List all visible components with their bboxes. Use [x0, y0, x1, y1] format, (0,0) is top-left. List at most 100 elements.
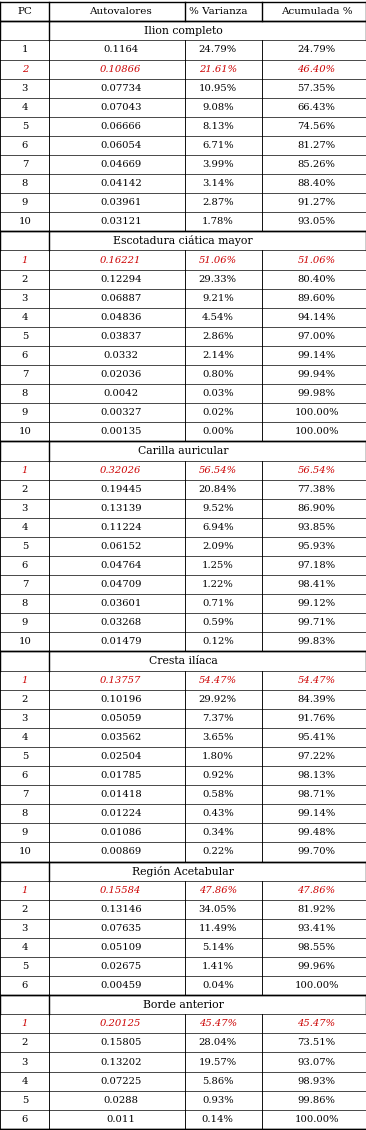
Text: 9: 9	[22, 408, 28, 417]
Text: 100.00%: 100.00%	[294, 408, 339, 417]
Text: 8: 8	[22, 180, 28, 189]
Text: 84.39%: 84.39%	[298, 695, 336, 704]
Text: 0.15805: 0.15805	[100, 1038, 142, 1048]
Text: 98.71%: 98.71%	[298, 790, 336, 799]
Text: 97.22%: 97.22%	[298, 753, 336, 760]
Text: 0.02%: 0.02%	[202, 408, 234, 417]
Text: 0.10866: 0.10866	[100, 64, 142, 73]
Text: 0.12294: 0.12294	[100, 275, 142, 284]
Text: 8: 8	[22, 809, 28, 818]
Text: 99.83%: 99.83%	[298, 637, 336, 646]
Text: 29.33%: 29.33%	[199, 275, 237, 284]
Text: 98.93%: 98.93%	[298, 1077, 336, 1086]
Text: 0.03%: 0.03%	[202, 389, 234, 398]
Text: Región Acetabular: Región Acetabular	[132, 866, 234, 877]
Text: 2.87%: 2.87%	[202, 198, 234, 207]
Text: 0.0332: 0.0332	[103, 351, 138, 360]
Text: 51.06%: 51.06%	[199, 255, 237, 264]
Text: Ilion completo: Ilion completo	[143, 26, 223, 36]
Text: 47.86%: 47.86%	[298, 886, 336, 895]
Text: 4: 4	[22, 733, 28, 742]
Text: 11.49%: 11.49%	[199, 924, 237, 933]
Text: 5: 5	[22, 1096, 28, 1105]
Text: 0.00869: 0.00869	[100, 848, 141, 857]
Text: 5: 5	[22, 753, 28, 760]
Text: 0.22%: 0.22%	[202, 848, 234, 857]
Text: 2: 2	[22, 1038, 28, 1048]
Text: 100.00%: 100.00%	[294, 427, 339, 436]
Text: 77.38%: 77.38%	[298, 485, 336, 494]
Text: 8.13%: 8.13%	[202, 122, 234, 131]
Text: 5: 5	[22, 332, 28, 341]
Text: 94.14%: 94.14%	[298, 313, 336, 322]
Text: 7: 7	[22, 371, 28, 379]
Text: 0.03601: 0.03601	[100, 599, 142, 608]
Text: 88.40%: 88.40%	[298, 180, 336, 189]
Text: 1: 1	[22, 466, 28, 475]
Text: Acumulada %: Acumulada %	[281, 7, 352, 16]
Text: 1: 1	[22, 1019, 28, 1028]
Text: 80.40%: 80.40%	[298, 275, 336, 284]
Text: 4: 4	[22, 103, 28, 112]
Text: 4: 4	[22, 942, 28, 951]
Text: 54.47%: 54.47%	[199, 676, 237, 685]
Text: 98.13%: 98.13%	[298, 771, 336, 780]
Text: 0.03268: 0.03268	[100, 618, 141, 627]
Text: 0.14%: 0.14%	[202, 1115, 234, 1124]
Text: 5: 5	[22, 962, 28, 971]
Text: 4: 4	[22, 313, 28, 322]
Text: 91.76%: 91.76%	[298, 714, 336, 723]
Text: 99.96%: 99.96%	[298, 962, 336, 971]
Text: 7: 7	[22, 580, 28, 589]
Text: 28.04%: 28.04%	[199, 1038, 237, 1048]
Text: 8: 8	[22, 599, 28, 608]
Text: 99.71%: 99.71%	[298, 618, 336, 627]
Text: 99.48%: 99.48%	[298, 828, 336, 837]
Text: 2: 2	[22, 695, 28, 704]
Text: 7: 7	[22, 790, 28, 799]
Text: % Varianza: % Varianza	[188, 7, 247, 16]
Text: 6: 6	[22, 562, 28, 570]
Text: 0.00135: 0.00135	[100, 427, 142, 436]
Text: 0.04142: 0.04142	[100, 180, 142, 189]
Text: 3.99%: 3.99%	[202, 160, 234, 170]
Text: 0.01086: 0.01086	[100, 828, 142, 837]
Text: 0.05059: 0.05059	[100, 714, 142, 723]
Text: 3: 3	[22, 84, 28, 93]
Text: 6: 6	[22, 981, 28, 990]
Text: 3: 3	[22, 924, 28, 933]
Text: 5.14%: 5.14%	[202, 942, 234, 951]
Text: 100.00%: 100.00%	[294, 1115, 339, 1124]
Text: 0.07043: 0.07043	[100, 103, 142, 112]
Text: 0.01479: 0.01479	[100, 637, 142, 646]
Text: 9: 9	[22, 198, 28, 207]
Text: 0.0288: 0.0288	[103, 1096, 138, 1105]
Text: 0.13757: 0.13757	[100, 676, 142, 685]
Text: 8: 8	[22, 389, 28, 398]
Text: 47.86%: 47.86%	[199, 886, 237, 895]
Text: 2.09%: 2.09%	[202, 542, 234, 551]
Text: 0.07734: 0.07734	[100, 84, 142, 93]
Text: 0.02504: 0.02504	[100, 753, 142, 760]
Text: 93.85%: 93.85%	[298, 523, 336, 532]
Text: 0.06054: 0.06054	[100, 141, 142, 150]
Text: 0.03961: 0.03961	[100, 198, 142, 207]
Text: 99.98%: 99.98%	[298, 389, 336, 398]
Text: 6.94%: 6.94%	[202, 523, 234, 532]
Text: 0.03121: 0.03121	[100, 217, 142, 226]
Text: 2: 2	[22, 64, 28, 73]
Text: 10: 10	[18, 637, 31, 646]
Text: 7: 7	[22, 160, 28, 170]
Text: 9.52%: 9.52%	[202, 504, 234, 513]
Text: 1: 1	[22, 676, 28, 685]
Text: 46.40%: 46.40%	[298, 64, 336, 73]
Text: 95.93%: 95.93%	[298, 542, 336, 551]
Text: 0.80%: 0.80%	[202, 371, 234, 379]
Text: 91.27%: 91.27%	[298, 198, 336, 207]
Text: 0.02675: 0.02675	[100, 962, 141, 971]
Text: 1.22%: 1.22%	[202, 580, 234, 589]
Text: 86.90%: 86.90%	[298, 504, 336, 513]
Text: 51.06%: 51.06%	[298, 255, 336, 264]
Text: 99.12%: 99.12%	[298, 599, 336, 608]
Text: 1.41%: 1.41%	[202, 962, 234, 971]
